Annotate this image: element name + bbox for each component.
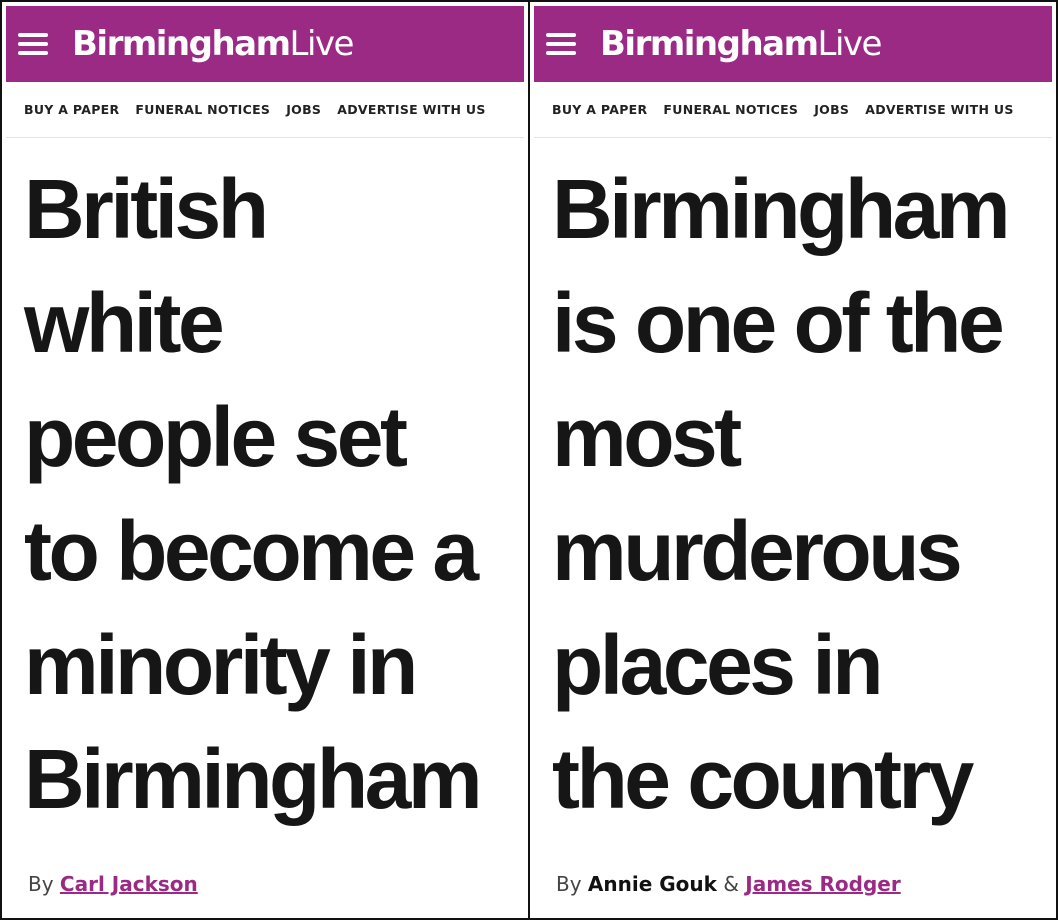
headline-line: white xyxy=(24,276,225,370)
headline-line: murderous xyxy=(552,504,963,598)
hamburger-menu-icon[interactable] xyxy=(18,33,48,55)
top-nav: BUY A PAPER FUNERAL NOTICES JOBS ADVERTI… xyxy=(6,82,524,138)
nav-buy-a-paper[interactable]: BUY A PAPER xyxy=(552,102,648,117)
nav-advertise-with-us[interactable]: ADVERTISE WITH US xyxy=(337,102,486,117)
headline-line: to become a xyxy=(24,504,479,598)
byline: By Annie Gouk & James Rodger xyxy=(556,872,901,896)
headline-line: most xyxy=(552,390,742,484)
byline: By Carl Jackson xyxy=(28,872,198,896)
nav-jobs[interactable]: JOBS xyxy=(286,102,322,117)
headline-line: the country xyxy=(552,732,974,826)
nav-advertise-with-us[interactable]: ADVERTISE WITH US xyxy=(865,102,1014,117)
nav-jobs[interactable]: JOBS xyxy=(814,102,850,117)
nav-buy-a-paper[interactable]: BUY A PAPER xyxy=(24,102,120,117)
masthead: BirminghamLive xyxy=(6,6,524,82)
logo-bold-text: Birmingham xyxy=(600,24,819,64)
nav-funeral-notices[interactable]: FUNERAL NOTICES xyxy=(663,102,799,117)
author-separator: & xyxy=(723,872,739,896)
right-article-panel: BirminghamLive BUY A PAPER FUNERAL NOTIC… xyxy=(528,2,1056,918)
top-nav: BUY A PAPER FUNERAL NOTICES JOBS ADVERTI… xyxy=(534,82,1052,138)
headline-line: people set xyxy=(24,390,408,484)
logo-bold-text: Birmingham xyxy=(72,24,291,64)
headline-line: places in xyxy=(552,618,884,712)
headline-line: is one of the xyxy=(552,276,1005,370)
article-headline: British white people set to become a min… xyxy=(24,152,518,836)
hamburger-menu-icon[interactable] xyxy=(546,33,576,55)
site-logo[interactable]: BirminghamLive xyxy=(72,24,355,64)
headline-line: minority in xyxy=(24,618,418,712)
site-logo[interactable]: BirminghamLive xyxy=(600,24,883,64)
nav-funeral-notices[interactable]: FUNERAL NOTICES xyxy=(135,102,271,117)
author-name: Annie Gouk xyxy=(587,872,717,896)
headline-line: British xyxy=(24,162,269,256)
byline-prefix: By xyxy=(28,872,54,896)
masthead: BirminghamLive xyxy=(534,6,1052,82)
logo-light-text: Live xyxy=(817,24,883,64)
byline-prefix: By xyxy=(556,872,582,896)
left-article-panel: BirminghamLive BUY A PAPER FUNERAL NOTIC… xyxy=(2,2,528,918)
logo-light-text: Live xyxy=(289,24,355,64)
author-link[interactable]: Carl Jackson xyxy=(59,872,198,896)
author-link[interactable]: James Rodger xyxy=(745,872,901,896)
headline-line: Birmingham xyxy=(24,732,483,826)
article-headline: Birmingham is one of the most murderous … xyxy=(552,152,1046,836)
headline-line: Birmingham xyxy=(552,162,1011,256)
